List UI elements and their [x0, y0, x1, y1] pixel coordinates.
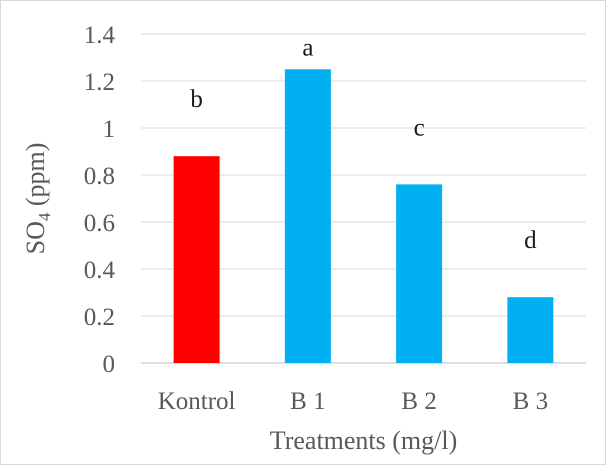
bar	[396, 184, 443, 363]
y-axis-title-rest: (ppm)	[21, 143, 50, 213]
x-axis-title: Treatments (mg/l)	[270, 426, 458, 455]
significance-letter: b	[190, 86, 203, 113]
x-tick-label: B 3	[513, 388, 548, 415]
y-tick-label: 0	[103, 351, 116, 378]
y-axis-title: SO4 (ppm)	[21, 143, 54, 255]
x-tick-label: Kontrol	[158, 388, 236, 415]
bar	[507, 297, 554, 363]
y-axis-title-base: SO	[21, 221, 50, 254]
x-tick-labels: Kontrol B 1 B 2 B 3	[158, 388, 548, 415]
y-tick-label: 0.6	[84, 210, 115, 237]
significance-letter: d	[524, 227, 537, 254]
x-tick-label: B 1	[290, 388, 325, 415]
y-tick-label: 0.4	[84, 257, 116, 284]
bars	[173, 69, 554, 363]
y-tick-label: 0.8	[84, 163, 115, 190]
y-tick-label: 1.4	[84, 22, 116, 49]
y-tick-label: 1	[103, 116, 116, 143]
x-tick-label: B 2	[401, 388, 436, 415]
significance-letter: a	[302, 34, 313, 61]
y-tick-label: 1.2	[84, 69, 115, 96]
bar	[284, 69, 331, 363]
y-tick-labels: 0 0.2 0.4 0.6 0.8 1 1.2 1.4	[84, 22, 116, 378]
y-axis-title-subscript: 4	[35, 212, 54, 221]
significance-letter: c	[414, 114, 425, 141]
y-tick-label: 0.2	[84, 304, 115, 331]
bar	[173, 156, 220, 363]
significance-letters: b a c d	[190, 34, 537, 254]
